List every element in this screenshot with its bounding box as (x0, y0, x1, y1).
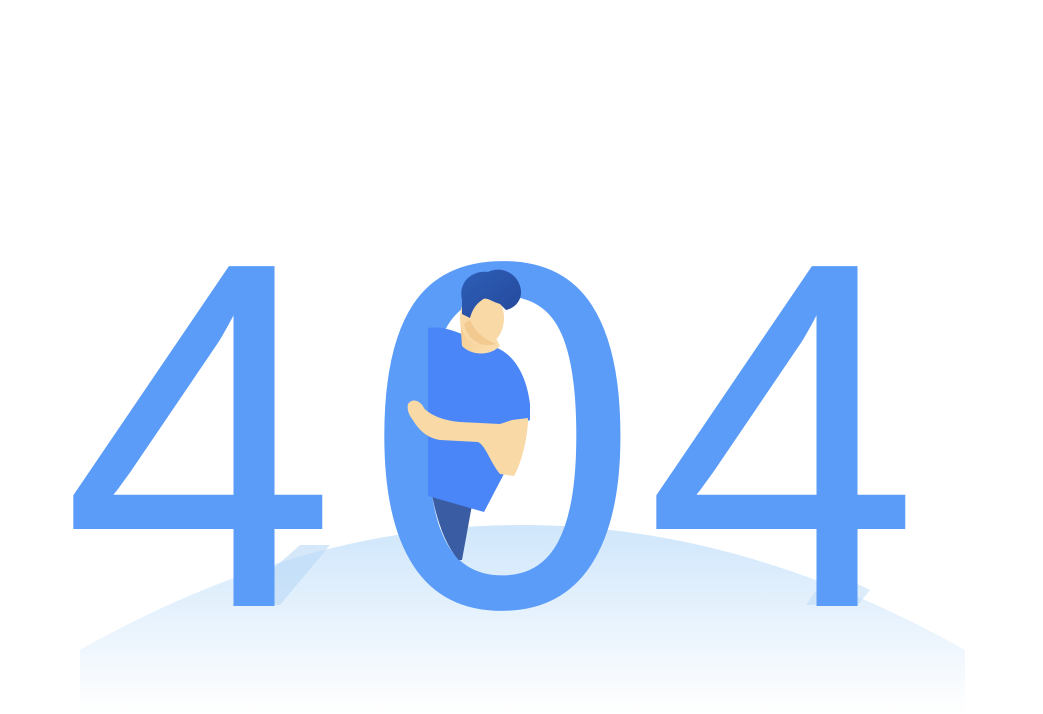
error-digit-third: 4 (645, 159, 920, 711)
person-arm (410, 404, 528, 476)
error-digit-first: 4 (62, 159, 337, 711)
person-figure (407, 269, 530, 560)
digit-shadow-right (806, 570, 870, 605)
person-hand (407, 400, 430, 426)
person-hair (461, 269, 522, 318)
digit-shadow-left (232, 545, 330, 605)
person-cheek-shadow (464, 320, 496, 346)
